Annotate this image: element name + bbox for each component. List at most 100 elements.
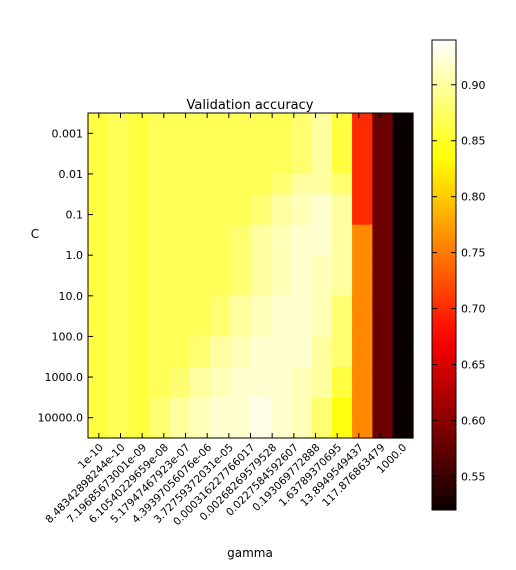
heatmap-cell — [209, 173, 231, 185]
heatmap-cell — [209, 184, 231, 195]
colorbar-tick-label: 0.75 — [461, 247, 486, 260]
heatmap-cell — [250, 397, 272, 409]
heatmap-cell — [372, 427, 394, 439]
heatmap-cell — [209, 234, 231, 246]
heatmap-cell — [311, 377, 333, 388]
heatmap-cell — [230, 275, 252, 287]
heatmap-cell — [169, 377, 191, 388]
heatmap-cell — [291, 204, 313, 216]
heatmap-cell — [148, 163, 170, 175]
heatmap-cell — [311, 417, 333, 429]
heatmap-cell — [331, 113, 353, 124]
heatmap-cell — [291, 173, 313, 185]
heatmap-cell — [270, 265, 292, 277]
y-tick-label: 1.0 — [66, 249, 84, 262]
heatmap-cell — [372, 123, 394, 134]
heatmap-cell — [209, 204, 231, 216]
heatmap-cell — [128, 133, 150, 145]
heatmap-cell — [88, 224, 109, 236]
heatmap-cell — [270, 173, 292, 185]
heatmap-cell — [270, 366, 292, 378]
heatmap-cell — [189, 326, 211, 338]
heatmap-cell — [108, 234, 130, 246]
heatmap-cell — [331, 346, 353, 358]
heatmap-cell — [352, 366, 373, 378]
heatmap-cell — [169, 224, 191, 236]
heatmap-cell — [392, 356, 414, 368]
heatmap-cell — [392, 133, 414, 145]
heatmap-cell — [392, 316, 414, 327]
heatmap-cell — [169, 407, 191, 419]
heatmap-cell — [209, 194, 231, 206]
y-axis-label: C — [31, 227, 39, 241]
heatmap-cell — [189, 123, 211, 134]
heatmap-cell — [169, 417, 191, 429]
heatmap-cell — [372, 255, 394, 266]
heatmap-cell — [352, 163, 373, 175]
heatmap-cell — [209, 417, 231, 429]
heatmap-cell — [311, 214, 333, 226]
heatmap-cell — [311, 113, 333, 124]
heatmap-cell — [250, 366, 272, 378]
heatmap-cell — [311, 123, 333, 134]
heatmap-cell — [331, 366, 353, 378]
heatmap-cell — [88, 265, 109, 277]
heatmap-cell — [352, 346, 373, 358]
heatmap-cell — [311, 356, 333, 368]
heatmap-cell — [148, 133, 170, 145]
heatmap-cell — [88, 417, 109, 429]
heatmap-cell — [392, 184, 414, 195]
heatmap-cell — [270, 194, 292, 206]
heatmap-cell — [372, 265, 394, 277]
heatmap-cell — [148, 397, 170, 409]
heatmap-cell — [209, 366, 231, 378]
heatmap-cell — [392, 173, 414, 185]
heatmap-cell — [189, 336, 211, 348]
heatmap-cell — [270, 316, 292, 327]
heatmap-cell — [291, 133, 313, 145]
heatmap-cell — [148, 346, 170, 358]
heatmap-cell — [250, 336, 272, 348]
heatmap-cell — [230, 285, 252, 297]
heatmap-cell — [392, 113, 414, 124]
heatmap-cell — [250, 204, 272, 216]
heatmap-cell — [108, 143, 130, 155]
heatmap-cell — [331, 336, 353, 348]
heatmap-cell — [311, 366, 333, 378]
heatmap-cell — [352, 184, 373, 195]
heatmap-cell — [88, 356, 109, 368]
heatmap-cell — [189, 113, 211, 124]
heatmap-cell — [209, 245, 231, 256]
colorbar-tick-label: 0.70 — [461, 303, 486, 316]
heatmap-cell — [372, 224, 394, 236]
heatmap-cell — [250, 265, 272, 277]
heatmap-cell — [352, 113, 373, 124]
colorbar-tick-label: 0.55 — [461, 470, 486, 483]
heatmap-cell — [148, 366, 170, 378]
heatmap-cell — [270, 295, 292, 307]
heatmap-cell — [230, 204, 252, 216]
heatmap-cell — [311, 397, 333, 409]
heatmap-cell — [108, 417, 130, 429]
heatmap-cell — [148, 326, 170, 338]
heatmap-cell — [108, 163, 130, 175]
heatmap-cell — [88, 123, 109, 134]
heatmap-cell — [372, 173, 394, 185]
heatmap-cell — [169, 275, 191, 287]
heatmap-cell — [270, 113, 292, 124]
heatmap-cell — [108, 346, 130, 358]
heatmap-cell — [148, 123, 170, 134]
heatmap-cell — [189, 245, 211, 256]
heatmap-cell — [270, 133, 292, 145]
heatmap-cell — [331, 255, 353, 266]
heatmap-cell — [372, 326, 394, 338]
heatmap-cell — [128, 336, 150, 348]
heatmap-cells — [88, 113, 414, 439]
heatmap-cell — [311, 387, 333, 398]
heatmap-cell — [148, 245, 170, 256]
heatmap-cell — [230, 387, 252, 398]
heatmap-cell — [291, 224, 313, 236]
heatmap-cell — [148, 113, 170, 124]
heatmap-cell — [189, 346, 211, 358]
heatmap-cell — [128, 397, 150, 409]
